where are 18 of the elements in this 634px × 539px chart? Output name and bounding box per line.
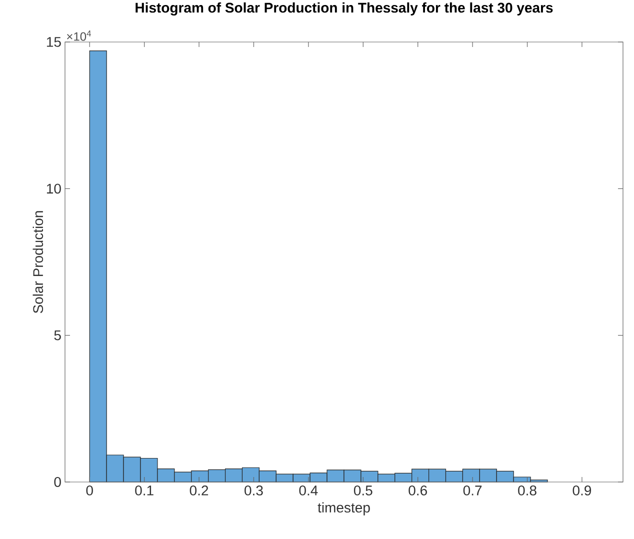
x-tick-label: 0.9 [572,486,592,496]
x-tick-label: 0 [86,486,93,496]
x-axis-title: timestep [318,502,370,516]
y-tick-label: 0 [54,477,61,487]
y-axis-title: Solar Production [32,211,44,314]
y-tick-label: 5 [54,330,61,340]
x-tick-label: 0.5 [354,486,372,496]
chart-title: Histogram of Solar Production in Thessaly for the last 30 years [136,2,553,16]
y-tick-label: 10 [46,184,61,194]
x-tick-label: 0.3 [244,486,263,496]
y-tick-label: 15 [46,37,61,47]
x-tick-label: 0.6 [408,486,427,496]
x-tick-label: 0.8 [518,486,536,496]
text: ×10$^{4}$ [67,30,91,41]
x-tick-label: 0.1 [135,486,154,496]
x-tick-label: 0.7 [463,486,482,496]
x-tick-label: 0.2 [190,486,208,496]
x-tick-label: 0.4 [299,486,318,496]
